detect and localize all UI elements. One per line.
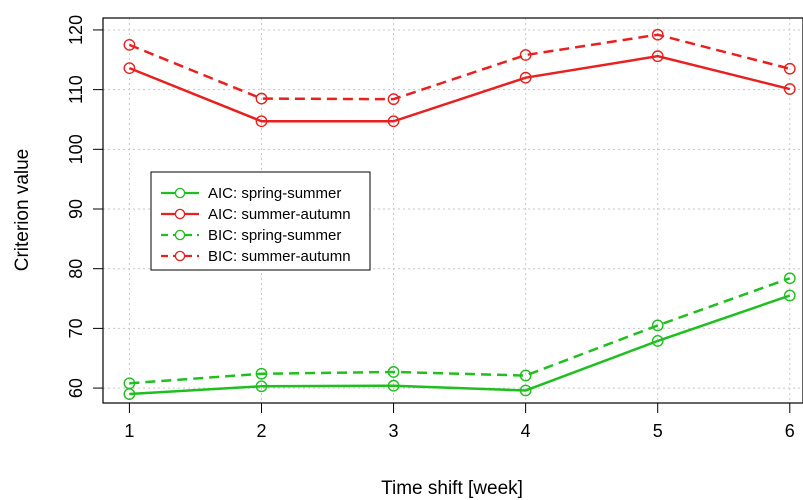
legend-marker [174, 250, 186, 262]
y-tick-label: 90 [66, 199, 86, 219]
data-point [387, 366, 400, 378]
data-point [651, 335, 664, 347]
series-2 [123, 50, 796, 128]
y-axis: 60 70 80 90 100 110 120 [66, 15, 103, 398]
data-point [651, 319, 664, 332]
series-layer [123, 28, 796, 400]
y-tick-label: 100 [66, 134, 86, 164]
data-point [783, 62, 796, 75]
y-tick-label: 60 [66, 378, 86, 398]
data-point [387, 115, 400, 128]
data-point [255, 380, 268, 393]
data-point [783, 272, 796, 285]
y-tick-label: 80 [66, 259, 86, 279]
legend-label: AIC: summer-autumn [208, 206, 351, 223]
plot-frame [102, 17, 803, 404]
y-tick-label: 70 [66, 318, 86, 338]
data-point [783, 83, 796, 95]
legend-box [150, 171, 371, 271]
x-tick-label: 1 [124, 421, 134, 441]
series-line [128, 54, 791, 123]
data-point [123, 377, 136, 390]
data-point [387, 379, 400, 392]
x-tick-label: 5 [653, 421, 663, 441]
x-axis: 1 2 3 4 5 6 [124, 403, 795, 441]
series-line [128, 33, 791, 101]
data-point [255, 367, 268, 380]
data-point [123, 38, 136, 51]
data-point [519, 49, 532, 61]
y-axis-title: Criterion value [12, 149, 33, 272]
series-3 [123, 272, 796, 390]
x-tick-label: 4 [521, 421, 531, 441]
series-line [129, 277, 791, 385]
x-tick-label: 2 [256, 421, 266, 441]
legend-marker [174, 187, 186, 199]
x-tick-label: 3 [389, 421, 399, 441]
x-axis-title: Time shift [week] [381, 478, 523, 499]
data-point [519, 369, 532, 382]
y-tick-label: 110 [66, 75, 86, 104]
legend-marker [174, 208, 186, 220]
legend-label: BIC: spring-summer [208, 227, 341, 244]
series-1 [123, 289, 796, 400]
legend-label: BIC: summer-autumn [208, 248, 351, 265]
y-tick-label: 120 [66, 15, 86, 45]
data-point [519, 71, 532, 84]
x-tick-label: 6 [785, 421, 795, 441]
legend: AIC: spring-summer AIC: summer-autumn BIC:… [150, 171, 371, 271]
data-point [783, 289, 796, 302]
data-point [255, 92, 268, 105]
data-point [255, 115, 268, 128]
series-line [129, 294, 791, 396]
data-point [387, 93, 400, 106]
data-point [519, 384, 532, 397]
legend-marker [174, 229, 186, 241]
data-point [651, 50, 664, 63]
data-point [123, 62, 136, 75]
legend-label: AIC: spring-summer [208, 185, 341, 202]
data-point [651, 28, 664, 41]
series-4 [123, 28, 796, 106]
